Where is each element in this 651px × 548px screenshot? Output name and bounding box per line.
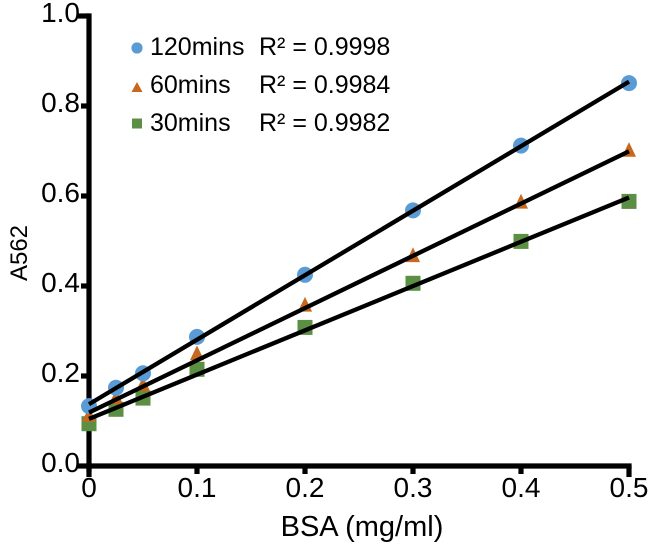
svg-text:0.5: 0.5 (610, 472, 649, 503)
svg-text:0.3: 0.3 (394, 472, 433, 503)
svg-text:0.4: 0.4 (502, 472, 541, 503)
svg-text:R² = 0.9982: R² = 0.9982 (259, 109, 390, 137)
svg-text:60mins: 60mins (150, 71, 231, 99)
svg-text:0.2: 0.2 (286, 472, 325, 503)
svg-text:R² = 0.9998: R² = 0.9998 (259, 33, 390, 61)
svg-text:0.6: 0.6 (41, 177, 80, 208)
svg-text:120mins: 120mins (150, 33, 245, 61)
svg-text:0.2: 0.2 (41, 357, 80, 388)
svg-text:0.1: 0.1 (178, 472, 217, 503)
svg-text:30mins: 30mins (150, 109, 231, 137)
svg-text:A562: A562 (6, 225, 33, 281)
svg-text:1.0: 1.0 (41, 0, 80, 28)
svg-text:R² = 0.9984: R² = 0.9984 (259, 71, 390, 99)
svg-text:0.8: 0.8 (41, 87, 80, 118)
svg-text:0.0: 0.0 (41, 447, 80, 478)
svg-text:0: 0 (81, 472, 97, 503)
svg-text:0.4: 0.4 (41, 267, 80, 298)
svg-text:BSA (mg/ml): BSA (mg/ml) (281, 511, 444, 543)
